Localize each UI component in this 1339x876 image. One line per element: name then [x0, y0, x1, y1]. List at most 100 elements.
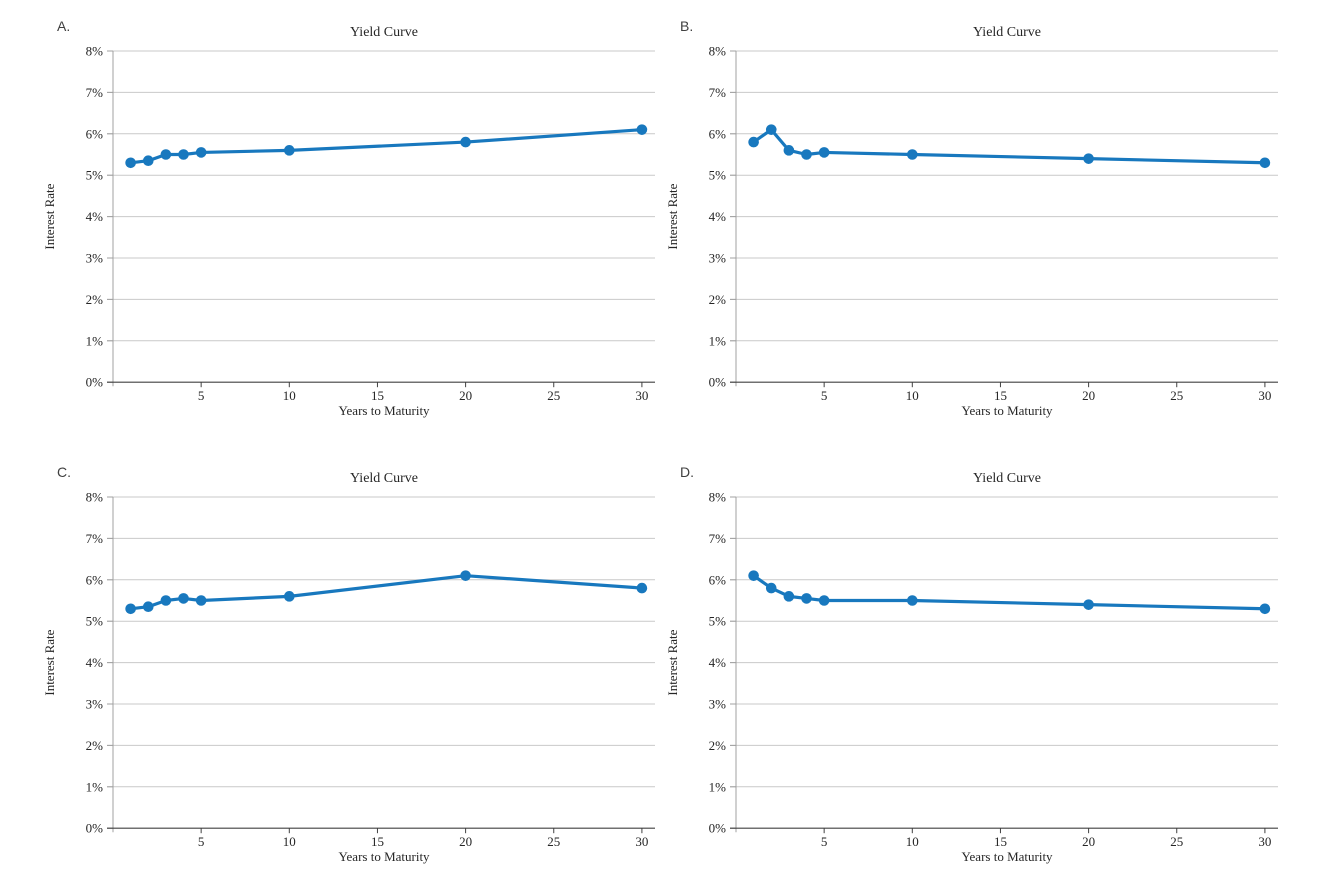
y-tick-label: 5%	[86, 614, 104, 629]
x-tick-label: 15	[994, 388, 1007, 403]
yield-curve-line	[752, 128, 1267, 165]
data-point	[160, 595, 172, 606]
data-point	[907, 149, 918, 160]
x-tick-label: 10	[906, 388, 919, 403]
data-point	[460, 136, 471, 148]
y-axis-title: Interest Rate	[665, 183, 680, 249]
y-axis-title: Interest Rate	[42, 183, 57, 249]
data-point	[142, 155, 154, 167]
y-tick-label: 8%	[709, 44, 727, 59]
data-point	[195, 147, 207, 158]
x-tick-label: 20	[1082, 388, 1095, 403]
chart-title: Yield Curve	[973, 25, 1041, 40]
x-tick-label: 30	[635, 834, 648, 849]
x-tick-label: 20	[459, 834, 472, 849]
data-point	[818, 147, 830, 158]
x-tick-label: 25	[547, 834, 560, 849]
data-point	[801, 149, 812, 160]
data-point	[178, 149, 189, 160]
y-tick-label: 5%	[709, 614, 727, 629]
y-tick-label: 2%	[709, 292, 727, 307]
x-axis-title: Years to Maturity	[338, 849, 430, 864]
yield-curve-line	[129, 128, 644, 165]
chart-canvas-d: 0% 1% 2% 3% 4% 5% 6% 7% 8% 5 10 15 20 25 30 Yield Curve…	[665, 471, 1278, 864]
y-tick-label: 1%	[709, 779, 727, 794]
y-tick-label: 7%	[86, 531, 104, 546]
data-point	[460, 570, 471, 581]
y-tick-label: 4%	[86, 209, 104, 224]
y-tick-label: 0%	[86, 821, 104, 836]
x-tick-label: 15	[371, 388, 384, 403]
y-tick-label: 0%	[709, 375, 727, 390]
x-tick-label: 15	[994, 834, 1007, 849]
chart-title: Yield Curve	[973, 471, 1041, 486]
x-tick-label: 30	[1258, 834, 1271, 849]
y-tick-label: 8%	[86, 44, 104, 59]
y-tick-label: 1%	[709, 333, 727, 348]
panel-label-c: C.	[57, 464, 71, 480]
yield-curve-figure: { "figure": { "background": "#ffffff", "…	[40, 10, 1278, 865]
data-point	[1259, 157, 1271, 169]
data-point	[195, 595, 207, 606]
y-tick-label: 2%	[86, 738, 104, 753]
x-tick-label: 15	[371, 834, 384, 849]
x-tick-label: 25	[547, 388, 560, 403]
y-tick-label: 3%	[709, 697, 727, 712]
y-tick-label: 1%	[86, 333, 104, 348]
y-tick-label: 0%	[86, 375, 104, 390]
x-tick-label: 10	[283, 388, 296, 403]
y-tick-label: 1%	[86, 779, 104, 794]
chart-canvas-b: 0% 1% 2% 3% 4% 5% 6% 7% 8% 5 10 15 20 25 30 Yield Curve…	[665, 25, 1278, 418]
y-tick-label: 3%	[86, 697, 104, 712]
data-point	[636, 582, 648, 594]
x-tick-label: 10	[283, 834, 296, 849]
y-tick-label: 5%	[709, 168, 727, 183]
data-point	[125, 603, 136, 615]
data-point	[907, 595, 918, 606]
y-tick-label: 6%	[709, 572, 727, 587]
x-axis-title: Years to Maturity	[961, 403, 1053, 418]
y-tick-label: 2%	[709, 738, 727, 753]
data-point	[636, 124, 648, 135]
data-point	[765, 582, 777, 594]
y-tick-label: 4%	[86, 655, 104, 670]
y-tick-label: 8%	[709, 490, 727, 505]
y-tick-label: 6%	[709, 126, 727, 141]
data-point	[801, 593, 812, 604]
x-tick-label: 20	[1082, 834, 1095, 849]
data-point	[284, 591, 295, 602]
y-tick-label: 6%	[86, 572, 104, 587]
x-axis-title: Years to Maturity	[338, 403, 430, 418]
data-point	[748, 570, 759, 581]
data-point	[1083, 599, 1094, 610]
y-tick-label: 3%	[86, 251, 104, 266]
y-tick-label: 4%	[709, 209, 727, 224]
x-tick-label: 5	[198, 388, 205, 403]
x-tick-label: 30	[635, 388, 648, 403]
chart-canvas-a: 0% 1% 2% 3% 4% 5% 6% 7% 8% 5 10 15 20 25 30 Yield Curve…	[42, 25, 655, 418]
chart-title: Yield Curve	[350, 471, 418, 486]
x-axis-title: Years to Maturity	[961, 849, 1053, 864]
panel-label-d: D.	[680, 464, 694, 480]
y-tick-label: 0%	[709, 821, 727, 836]
data-point	[1259, 603, 1271, 615]
y-tick-label: 2%	[86, 292, 104, 307]
y-tick-label: 3%	[709, 251, 727, 266]
x-tick-label: 20	[459, 388, 472, 403]
data-point	[178, 593, 189, 604]
data-point	[142, 601, 154, 613]
y-tick-label: 5%	[86, 168, 104, 183]
yield-curve-line	[752, 574, 1267, 611]
yield-curve-line	[129, 574, 644, 611]
x-tick-label: 25	[1170, 388, 1183, 403]
data-point	[783, 591, 795, 602]
panel-label-a: A.	[57, 18, 71, 34]
x-tick-label: 5	[198, 834, 205, 849]
yield-curve-chart-c: C. 0% 1% 2% 3% 4% 5% 6% 7% 8% 5 10 15 20 25 30 Yield Cu…	[40, 456, 690, 876]
data-point	[765, 124, 777, 135]
yield-curve-chart-a: A. 0% 1% 2% 3% 4% 5% 6% 7% 8% 5 10 15 20 25 30 Yield Cu…	[40, 10, 690, 430]
y-tick-label: 6%	[86, 126, 104, 141]
data-point	[748, 136, 759, 148]
data-point	[1083, 153, 1094, 164]
chart-title: Yield Curve	[350, 25, 418, 40]
